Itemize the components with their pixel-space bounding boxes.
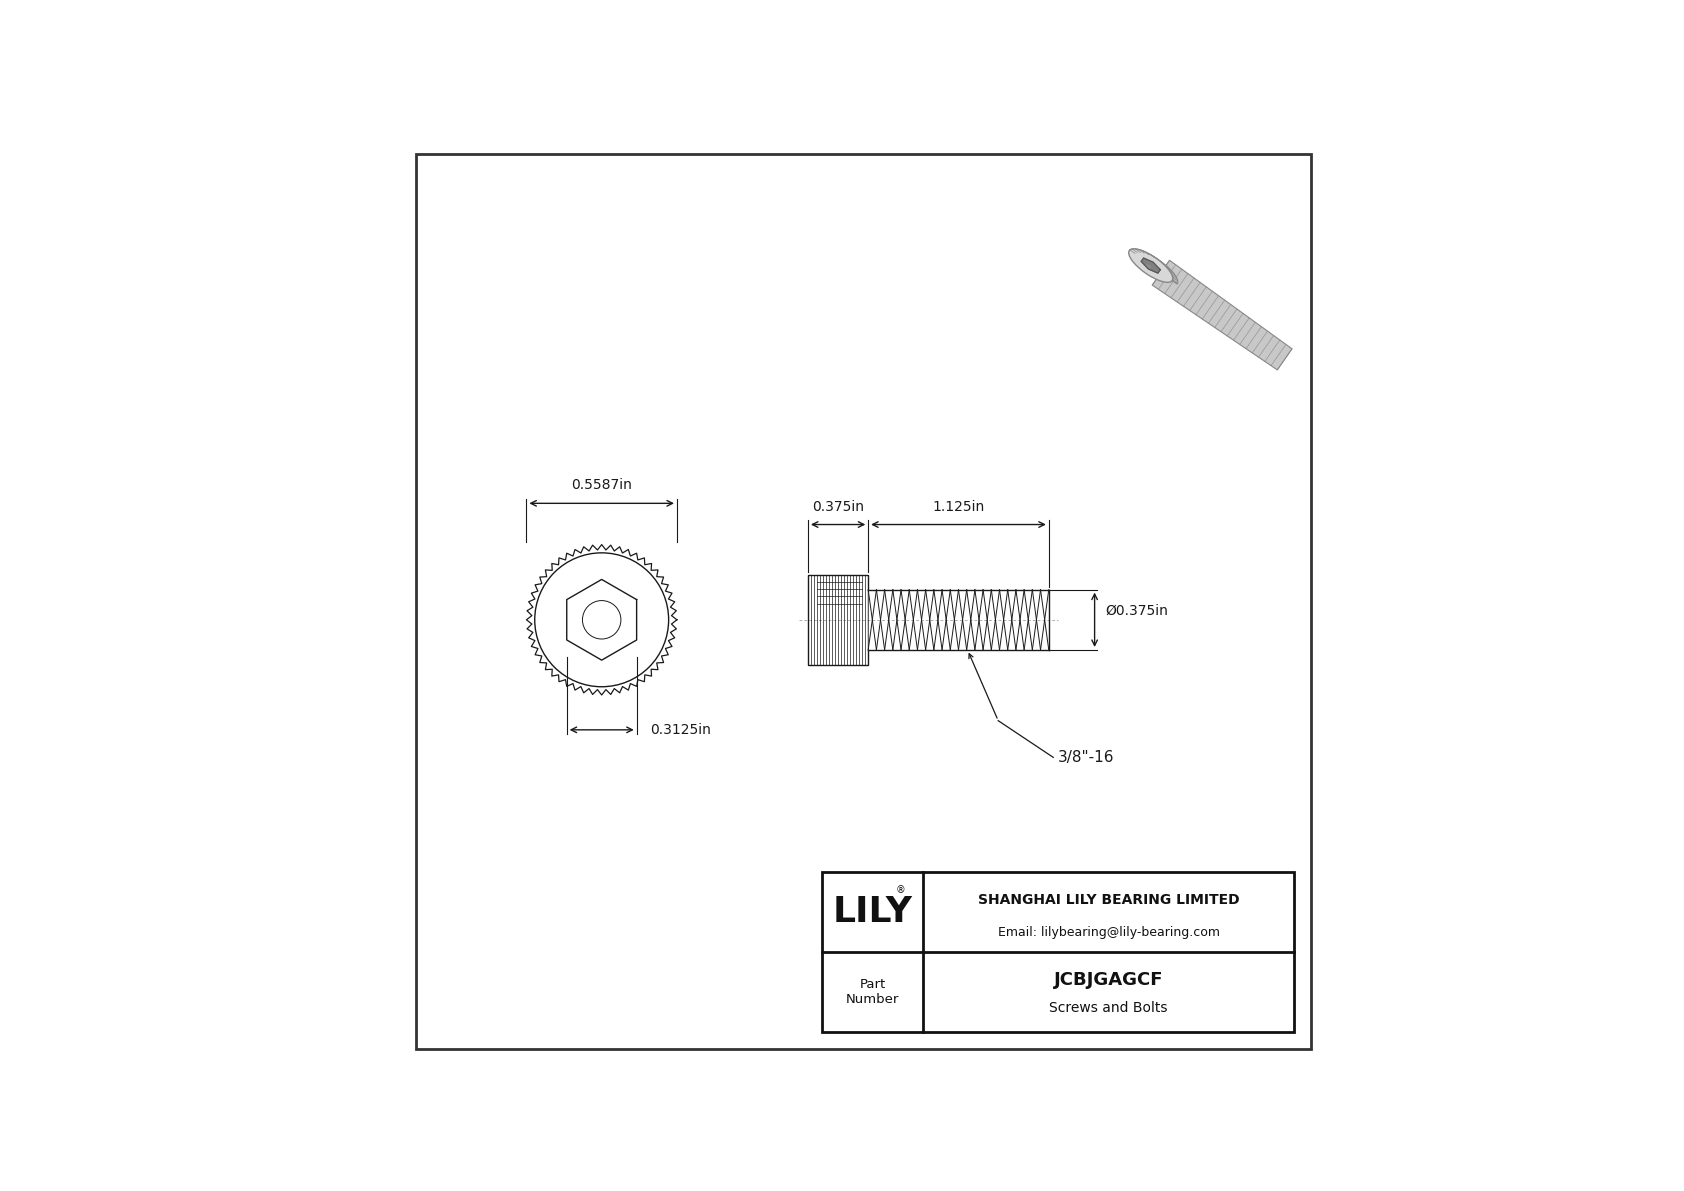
Text: JCBJGAGCF: JCBJGAGCF xyxy=(1054,972,1164,990)
Bar xyxy=(869,590,1049,650)
Ellipse shape xyxy=(1128,249,1172,282)
Text: 0.3125in: 0.3125in xyxy=(650,723,711,737)
Bar xyxy=(808,575,869,665)
Polygon shape xyxy=(1130,249,1177,285)
Text: 0.5587in: 0.5587in xyxy=(571,479,632,492)
Polygon shape xyxy=(1152,261,1292,370)
Polygon shape xyxy=(1142,258,1160,273)
Text: Screws and Bolts: Screws and Bolts xyxy=(1049,1002,1169,1016)
Text: 1.125in: 1.125in xyxy=(933,499,985,513)
Text: 3/8"-16: 3/8"-16 xyxy=(1058,750,1115,765)
Text: Email: lilybearing@lily-bearing.com: Email: lilybearing@lily-bearing.com xyxy=(997,925,1219,939)
Text: LILY: LILY xyxy=(832,896,913,929)
Text: SHANGHAI LILY BEARING LIMITED: SHANGHAI LILY BEARING LIMITED xyxy=(978,893,1239,908)
Text: Ø0.375in: Ø0.375in xyxy=(1106,604,1169,618)
Text: 0.375in: 0.375in xyxy=(812,499,864,513)
Text: Part
Number: Part Number xyxy=(845,978,899,1006)
Text: ®: ® xyxy=(896,885,906,894)
Ellipse shape xyxy=(1147,264,1152,268)
Bar xyxy=(822,872,1293,1033)
